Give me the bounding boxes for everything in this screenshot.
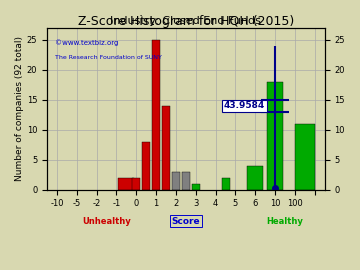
Text: Healthy: Healthy: [267, 217, 303, 226]
Text: The Research Foundation of SUNY: The Research Foundation of SUNY: [55, 56, 162, 60]
Title: Z-Score Histogram for HQH (2015): Z-Score Histogram for HQH (2015): [78, 15, 294, 28]
Bar: [267, 82, 283, 190]
Bar: [182, 172, 190, 190]
Y-axis label: Number of companies (92 total): Number of companies (92 total): [15, 36, 24, 181]
Text: Score: Score: [172, 217, 200, 226]
Text: ©www.textbiz.org: ©www.textbiz.org: [55, 39, 119, 46]
Text: Unhealthy: Unhealthy: [82, 217, 131, 226]
Bar: [152, 40, 160, 190]
Bar: [247, 166, 263, 190]
Text: 43.9584: 43.9584: [224, 101, 265, 110]
Bar: [132, 178, 140, 190]
Text: Industry: Closed End Funds: Industry: Closed End Funds: [111, 16, 261, 26]
Bar: [118, 178, 134, 190]
Bar: [142, 142, 150, 190]
Bar: [172, 172, 180, 190]
Bar: [295, 124, 315, 190]
Bar: [222, 178, 230, 190]
Bar: [192, 184, 200, 190]
Bar: [162, 106, 170, 190]
